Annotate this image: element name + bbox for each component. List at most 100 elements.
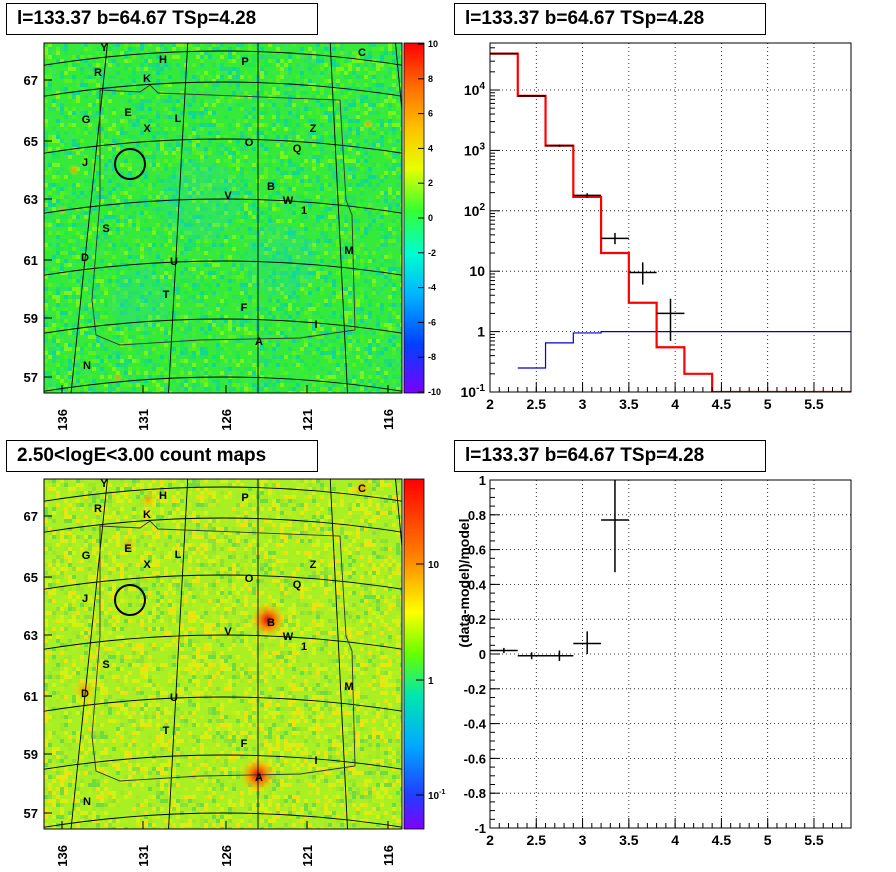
data-point xyxy=(573,193,602,198)
y-tick-label: 57 xyxy=(24,806,38,821)
residual-hotspot xyxy=(363,119,373,129)
y-tick-label: 0.8 xyxy=(468,508,486,523)
source-label-F: F xyxy=(241,302,248,314)
source-emission xyxy=(120,537,136,553)
source-label-V: V xyxy=(224,626,232,638)
data-point xyxy=(601,232,629,245)
residual-hotspot xyxy=(57,205,67,215)
colorbar-tick-label: -4 xyxy=(428,283,436,293)
y-tick-label: 65 xyxy=(24,570,38,585)
source-label-J: J xyxy=(82,593,88,605)
latitude-line xyxy=(44,198,402,214)
data-point xyxy=(573,631,602,654)
source-label-S: S xyxy=(102,223,109,235)
colorbar-tick-label: 1 xyxy=(428,676,434,687)
x-tick-label: 3.5 xyxy=(619,832,639,848)
latitude-line xyxy=(44,574,402,590)
y-tick-label: 61 xyxy=(24,689,38,704)
source-emission xyxy=(250,602,286,638)
y-tick-label: 67 xyxy=(24,509,38,524)
data-point xyxy=(517,652,546,660)
source-label-P: P xyxy=(241,56,248,68)
residual-deficit xyxy=(244,224,316,296)
source-label-Q: Q xyxy=(293,143,302,155)
longitude-line xyxy=(0,38,40,403)
colorbar-tick-label: -6 xyxy=(428,317,436,327)
source-label-P: P xyxy=(241,492,248,504)
target-circle xyxy=(114,148,146,180)
background-model-histogram xyxy=(517,331,851,369)
source-label-E: E xyxy=(124,107,131,119)
y-tick-label: -0.4 xyxy=(464,717,487,732)
latitude-line xyxy=(44,517,402,533)
y-tick-label: 61 xyxy=(24,253,38,268)
y-tick-label: 63 xyxy=(24,628,38,643)
y-tick-label: 0 xyxy=(479,647,486,662)
source-label-W: W xyxy=(283,195,294,207)
source-label-M: M xyxy=(344,681,353,693)
map-frame xyxy=(43,42,403,394)
longitude-line xyxy=(70,43,108,393)
map-frame xyxy=(43,478,403,830)
data-point xyxy=(628,262,657,285)
source-label-Q: Q xyxy=(293,579,302,591)
longitude-line xyxy=(329,43,348,393)
x-tick-label: 116 xyxy=(381,409,396,430)
x-tick-label: 5.5 xyxy=(804,832,824,848)
y-tick-label: 104 xyxy=(464,81,486,98)
x-tick-label: 4.5 xyxy=(712,396,732,412)
y-tick-label: -0.6 xyxy=(464,751,486,766)
latitude-line xyxy=(44,50,402,66)
x-tick-label: 4 xyxy=(671,396,679,412)
y-tick-label: 65 xyxy=(24,134,38,149)
panel-title-spectrum: l=133.37 b=64.67 TSp=4.28 xyxy=(454,3,766,35)
source-label-1: 1 xyxy=(301,205,307,217)
source-label-B: B xyxy=(267,181,275,193)
x-tick-label: 136 xyxy=(55,845,70,867)
x-tick-label: 121 xyxy=(300,409,315,431)
y-tick-label: -0.8 xyxy=(464,786,486,801)
latitude-line xyxy=(44,260,402,276)
x-tick-label: 126 xyxy=(219,409,234,431)
source-label-L: L xyxy=(175,549,182,561)
x-tick-label: 2 xyxy=(486,396,494,412)
source-label-D: D xyxy=(81,688,89,700)
source-label-O: O xyxy=(245,137,254,149)
y-tick-label: 59 xyxy=(24,747,38,762)
source-label-N: N xyxy=(83,796,91,808)
plot-frame xyxy=(489,42,852,393)
source-label-X: X xyxy=(143,559,151,571)
longitude-line xyxy=(395,43,402,116)
longitude-line xyxy=(329,479,348,829)
source-label-B: B xyxy=(267,617,275,629)
y-tick-label: 0.2 xyxy=(468,612,486,627)
colorbar-tick-label: 4 xyxy=(428,143,433,153)
y-tick-label: 1 xyxy=(479,473,486,488)
x-tick-label: 3 xyxy=(579,396,587,412)
source-label-X: X xyxy=(143,123,151,135)
panel-title-residual-ratio: l=133.37 b=64.67 TSp=4.28 xyxy=(454,440,766,472)
colorbar-tick-label: 0 xyxy=(428,213,433,223)
residual-hotspot xyxy=(113,373,123,383)
target-circle xyxy=(114,584,146,616)
source-label-G: G xyxy=(82,550,91,562)
source-label-T: T xyxy=(163,725,170,737)
panel-title-residual-map: l=133.37 b=64.67 TSp=4.28 xyxy=(6,3,318,35)
source-label-J: J xyxy=(82,157,88,169)
y-tick-label: -1 xyxy=(474,821,486,836)
latitude-line xyxy=(44,812,402,828)
latitude-line xyxy=(44,696,402,712)
latitude-line xyxy=(44,754,402,770)
residual-ratio-plot xyxy=(489,479,852,829)
source-label-V: V xyxy=(224,190,232,202)
source-label-Z: Z xyxy=(310,559,317,571)
x-tick-label: 4.5 xyxy=(712,832,732,848)
data-point xyxy=(545,650,574,661)
x-tick-label: 121 xyxy=(300,845,315,867)
y-tick-label: -0.2 xyxy=(464,682,486,697)
source-label-K: K xyxy=(143,509,151,521)
source-label-C: C xyxy=(358,483,366,495)
residual-hotspot xyxy=(68,164,80,176)
